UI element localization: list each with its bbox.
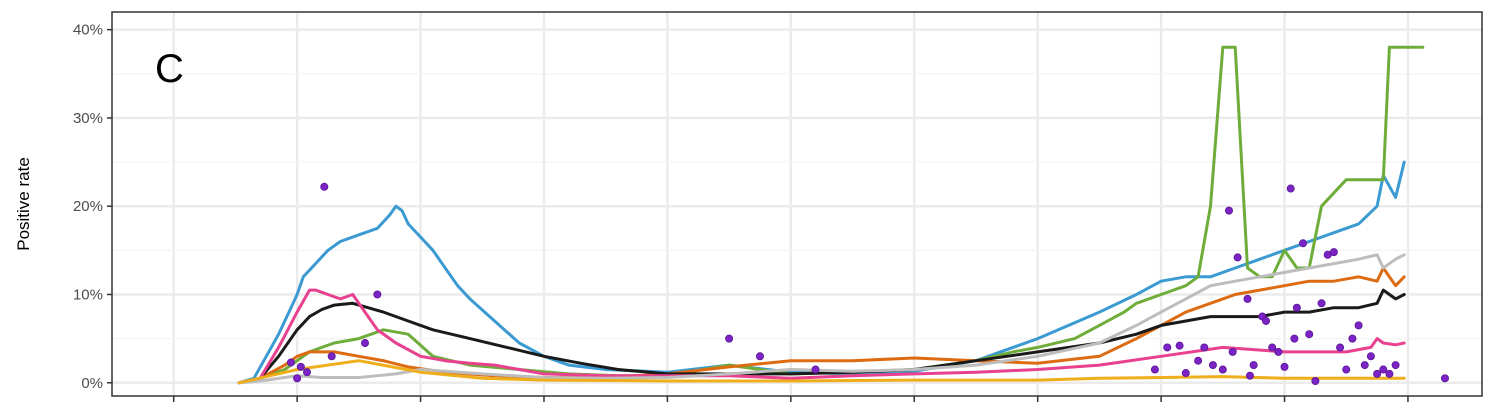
data-point <box>1311 376 1320 385</box>
panel-label: C <box>155 47 184 91</box>
series-lines <box>237 45 1425 385</box>
y-tick-label: 20% <box>73 198 103 215</box>
data-point <box>327 352 336 361</box>
data-point <box>1245 371 1254 380</box>
series-line-orange <box>237 266 1406 385</box>
axes: 0% 10% 20% 30% 40% <box>73 22 1409 402</box>
series-line-black <box>237 288 1406 385</box>
data-point <box>1329 248 1338 257</box>
y-axis-title: Positive rate <box>14 157 33 251</box>
data-point <box>296 362 305 371</box>
data-point <box>1218 365 1227 374</box>
data-point <box>811 365 820 374</box>
data-point <box>1163 343 1172 352</box>
data-point <box>1379 365 1388 374</box>
data-point <box>755 352 764 361</box>
data-point <box>1305 330 1314 339</box>
y-tick-label: 0% <box>81 375 103 392</box>
data-point <box>1194 356 1203 365</box>
data-point <box>1262 316 1271 325</box>
data-point <box>1373 369 1382 378</box>
data-point <box>1224 206 1233 215</box>
data-point <box>1336 343 1345 352</box>
data-point <box>1181 369 1190 378</box>
data-point <box>1228 347 1237 356</box>
data-point <box>1290 334 1299 343</box>
y-tick-label: 30% <box>73 110 103 127</box>
data-point <box>1280 362 1289 371</box>
data-point <box>286 358 295 367</box>
data-point <box>1175 341 1184 350</box>
data-point <box>1274 347 1283 356</box>
data-point <box>1150 365 1159 374</box>
data-point <box>1233 253 1242 262</box>
data-point <box>725 334 734 343</box>
series-line-yellow <box>237 359 1406 385</box>
data-point <box>1249 361 1258 370</box>
data-point <box>361 339 370 348</box>
y-tick-label: 10% <box>73 286 103 303</box>
data-point <box>1385 369 1394 378</box>
data-point <box>303 368 312 377</box>
series-line-green <box>237 45 1425 385</box>
gridlines <box>112 12 1482 396</box>
data-point <box>320 182 329 191</box>
data-point <box>1354 321 1363 330</box>
data-point <box>373 290 382 299</box>
panel-border <box>111 11 1483 397</box>
data-point <box>1286 184 1295 193</box>
data-point <box>1292 303 1301 312</box>
data-point <box>293 374 302 383</box>
series-line-pink <box>237 288 1406 385</box>
data-point <box>1391 361 1400 370</box>
data-point <box>1268 343 1277 352</box>
y-tick-label: 40% <box>73 22 103 39</box>
data-point <box>1317 299 1326 308</box>
series-line-gray <box>237 253 1406 385</box>
data-point <box>1440 374 1449 383</box>
data-point <box>1366 352 1375 361</box>
data-point <box>1208 361 1217 370</box>
data-point <box>1342 365 1351 374</box>
data-point <box>1299 239 1308 248</box>
data-point <box>1360 361 1369 370</box>
data-point <box>1348 334 1357 343</box>
data-point <box>1243 294 1252 303</box>
scatter-points <box>286 182 1449 385</box>
data-point <box>1200 343 1209 352</box>
